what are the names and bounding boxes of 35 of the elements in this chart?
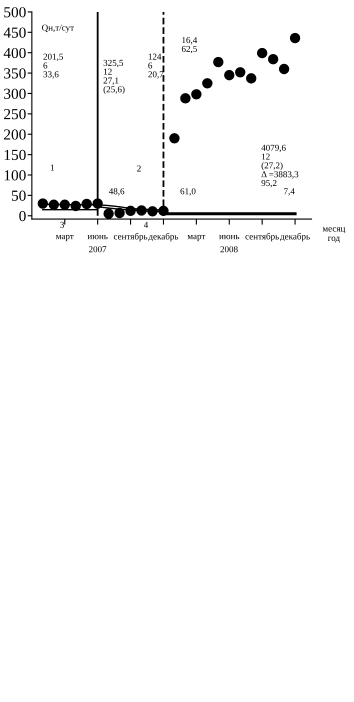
x-tick-label: июнь	[88, 234, 108, 240]
annotation: 7,4	[284, 188, 295, 196]
x-tick-label: декабрь	[280, 232, 310, 242]
y-tick-label: 300	[4, 88, 26, 99]
y-tick-label: 150	[4, 150, 26, 160]
y-tick-label: 50	[12, 190, 26, 201]
x-tick-label: сентябрь	[245, 232, 279, 242]
annotation: Qн,т/сут	[42, 24, 74, 33]
x-tick-label: декабрь	[148, 232, 178, 242]
annotation: 2	[137, 165, 141, 172]
y-tick-label: 400	[4, 48, 26, 58]
y-tick-label: 450	[4, 27, 26, 38]
y-tick-label: 350	[4, 68, 26, 79]
y-tick-label: 500	[4, 7, 26, 18]
text: 2008	[220, 246, 238, 252]
text: 2007	[88, 246, 106, 252]
y-tick-label: 250	[4, 108, 26, 120]
x-tick-label: сентябрь	[114, 232, 148, 242]
x-axis-title: месяц год	[322, 227, 346, 243]
annotation: 124 6 20,7	[148, 54, 164, 79]
x-tick-label: март	[56, 234, 74, 242]
x-tick-label: март	[188, 234, 206, 242]
annotation: 4079,6 12 (27,2) Δ =3883,3 95,2	[261, 144, 298, 188]
y-tick-label: 200	[4, 129, 26, 140]
annotation: 1	[50, 164, 54, 170]
annotation: 201,5 6 33,6	[43, 54, 64, 79]
x-tick-label: июнь	[219, 234, 240, 240]
annotation: 61,0	[180, 188, 196, 196]
y-tick-label: 100	[4, 170, 26, 180]
text: 4	[144, 222, 148, 228]
annotation: 16,4 62,5	[182, 37, 198, 54]
text: 3	[60, 222, 64, 228]
annotation: 325,5 12 27,1 (25,6)	[104, 60, 125, 94]
annotation: 48,6	[108, 188, 124, 196]
y-tick-label: 0	[19, 210, 26, 222]
